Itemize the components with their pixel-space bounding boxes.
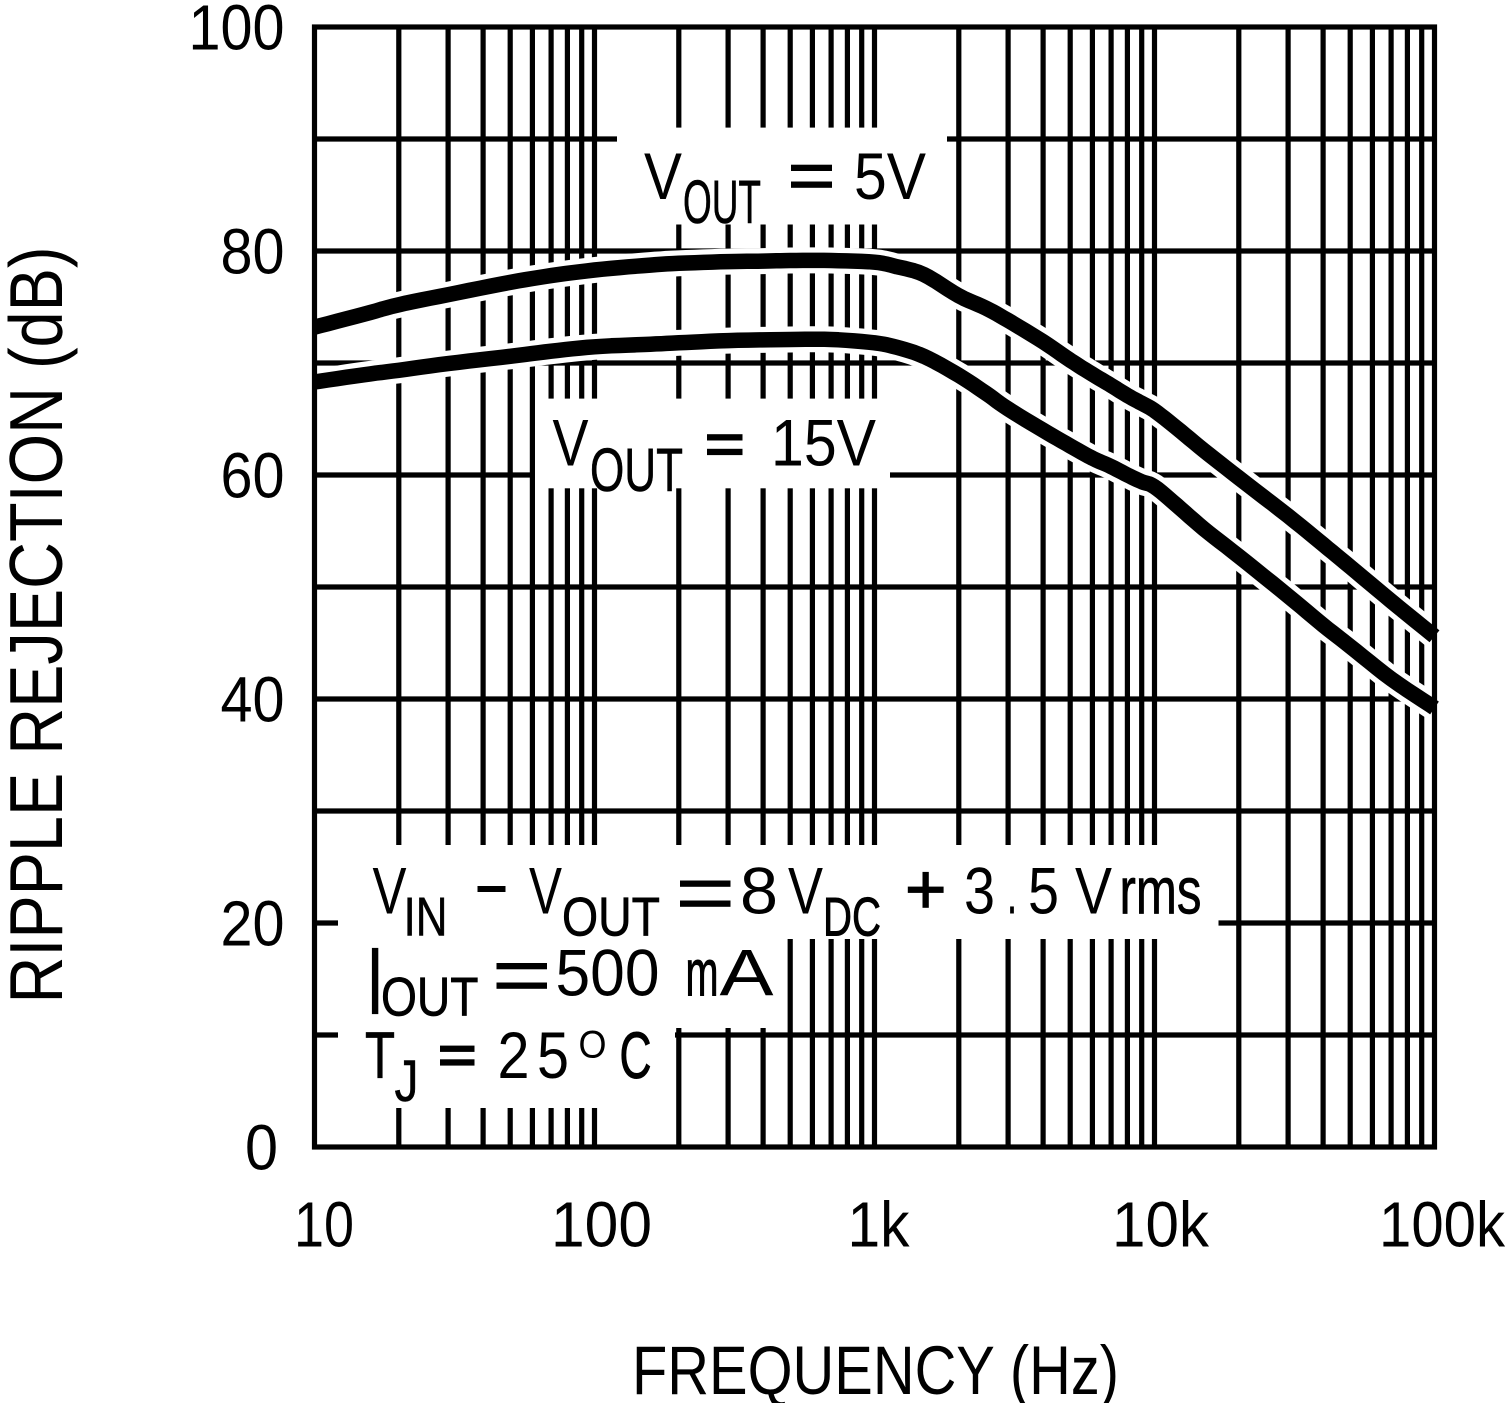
- svg-text:2: 2: [498, 1018, 530, 1092]
- svg-text:20: 20: [221, 887, 285, 959]
- svg-text:V: V: [553, 406, 589, 480]
- svg-text:OUT: OUT: [562, 886, 660, 948]
- svg-text:100: 100: [189, 0, 285, 63]
- svg-text:100: 100: [551, 1189, 652, 1261]
- svg-text:T: T: [365, 1018, 395, 1092]
- svg-text:IN: IN: [404, 886, 448, 948]
- svg-text:OUT: OUT: [590, 436, 683, 504]
- svg-text:60: 60: [221, 439, 285, 511]
- svg-text:15V: 15V: [771, 406, 876, 480]
- svg-text:8: 8: [740, 854, 778, 928]
- svg-text:40: 40: [221, 663, 285, 735]
- svg-text:O: O: [579, 1024, 607, 1067]
- svg-text:5: 5: [537, 1018, 569, 1092]
- svg-text:500: 500: [556, 936, 660, 1010]
- svg-text:V: V: [529, 854, 562, 928]
- svg-text:FREQUENCY (Hz): FREQUENCY (Hz): [632, 1332, 1119, 1403]
- svg-text:OUT: OUT: [683, 168, 761, 236]
- svg-text:J: J: [395, 1049, 419, 1114]
- svg-text:0: 0: [245, 1111, 278, 1183]
- svg-text:V: V: [1075, 854, 1112, 928]
- svg-text:80: 80: [221, 215, 285, 287]
- svg-text:100k: 100k: [1379, 1189, 1506, 1261]
- svg-text:1k: 1k: [848, 1189, 911, 1261]
- svg-text:A: A: [720, 936, 774, 1010]
- svg-text:OUT: OUT: [381, 966, 479, 1028]
- svg-text:3: 3: [964, 854, 995, 928]
- svg-text:5V: 5V: [854, 139, 926, 213]
- svg-text:V: V: [373, 854, 407, 928]
- svg-text:.: .: [1007, 854, 1018, 928]
- svg-text:rms: rms: [1120, 854, 1202, 928]
- svg-text:V: V: [644, 139, 682, 213]
- svg-text:RIPPLE REJECTION (dB): RIPPLE REJECTION (dB): [0, 247, 78, 1004]
- svg-text:C: C: [620, 1018, 652, 1092]
- svg-text:DC: DC: [823, 886, 881, 948]
- svg-text:V: V: [788, 854, 823, 928]
- svg-text:m: m: [686, 936, 719, 1010]
- svg-text:10k: 10k: [1112, 1189, 1210, 1261]
- svg-text:10: 10: [294, 1189, 354, 1261]
- svg-text:5: 5: [1028, 854, 1059, 928]
